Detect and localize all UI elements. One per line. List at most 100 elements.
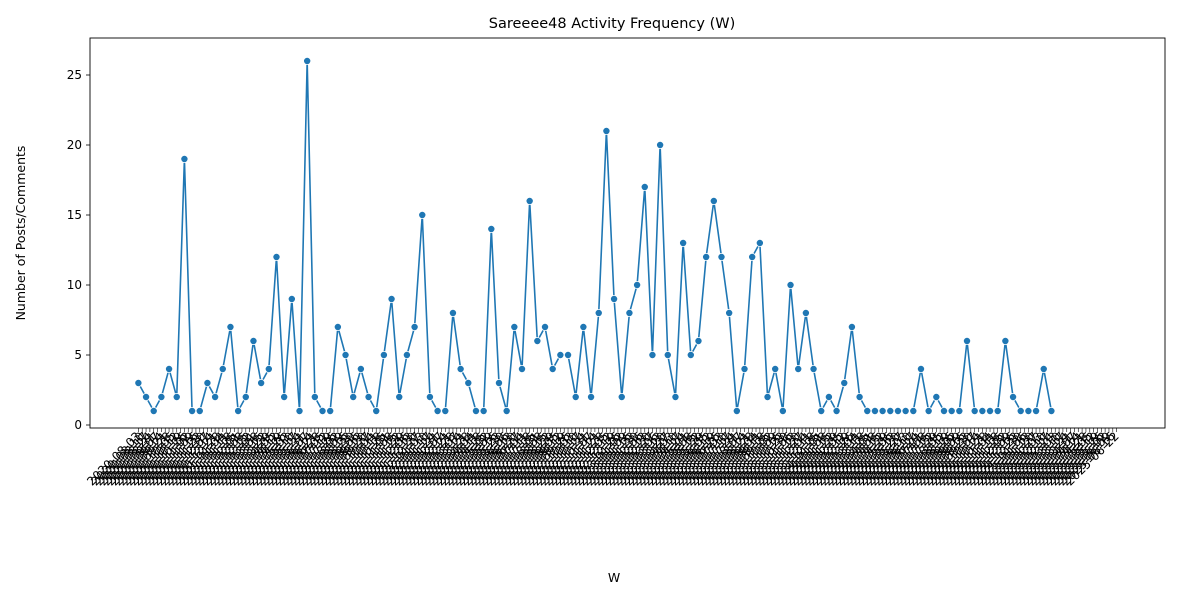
data-point [602, 127, 611, 136]
data-point [870, 406, 879, 415]
data-point [963, 336, 972, 345]
data-point [939, 406, 948, 415]
data-point [418, 210, 427, 219]
data-point [356, 364, 365, 373]
data-point [817, 406, 826, 415]
data-point [893, 406, 902, 415]
data-point [188, 406, 197, 415]
x-axis: 2020-08-032020-08-102020-08-172020-08-24… [84, 428, 1122, 488]
data-point [310, 392, 319, 401]
data-point [425, 392, 434, 401]
data-point [249, 336, 258, 345]
data-point [303, 57, 312, 66]
data-point [349, 392, 358, 401]
data-point [909, 406, 918, 415]
data-point [134, 378, 143, 387]
data-point [824, 392, 833, 401]
data-point [464, 378, 473, 387]
data-point [195, 406, 204, 415]
data-point [157, 392, 166, 401]
data-point [556, 350, 565, 359]
data-point [755, 238, 764, 247]
data-point [264, 364, 273, 373]
data-point [617, 392, 626, 401]
data-point [502, 406, 511, 415]
data-point [571, 392, 580, 401]
data-point [487, 224, 496, 233]
data-point [379, 350, 388, 359]
y-tick-label: 0 [74, 418, 82, 432]
data-point [916, 364, 925, 373]
data-point [924, 406, 933, 415]
x-axis-label: W [608, 570, 620, 585]
data-point [732, 406, 741, 415]
plot-frame [89, 37, 1166, 429]
data-point [341, 350, 350, 359]
data-point [594, 308, 603, 317]
data-point [326, 406, 335, 415]
data-point [832, 406, 841, 415]
data-point [510, 322, 519, 331]
data-point [648, 350, 657, 359]
data-point [180, 154, 189, 163]
data-point [241, 392, 250, 401]
data-point [433, 406, 442, 415]
data-point [1024, 406, 1033, 415]
data-point [410, 322, 419, 331]
data-point [1047, 406, 1056, 415]
data-point [725, 308, 734, 317]
data-point [564, 350, 573, 359]
y-tick-label: 15 [67, 208, 82, 222]
data-point [709, 196, 718, 205]
data-point [333, 322, 342, 331]
data-point [149, 406, 158, 415]
data-point [479, 406, 488, 415]
data-point [663, 350, 672, 359]
series-markers [134, 57, 1056, 415]
y-axis-label: Number of Posts/Comments [13, 146, 28, 321]
data-point [172, 392, 181, 401]
data-point [579, 322, 588, 331]
data-point [878, 406, 887, 415]
data-point [387, 294, 396, 303]
data-point [494, 378, 503, 387]
data-point [395, 392, 404, 401]
data-point [679, 238, 688, 247]
data-point [448, 308, 457, 317]
data-point [471, 406, 480, 415]
data-point [456, 364, 465, 373]
data-point [886, 406, 895, 415]
y-axis: 0 5 10 15 20 25 [67, 68, 90, 432]
data-point [633, 280, 642, 289]
data-point [640, 182, 649, 191]
data-point [702, 252, 711, 261]
data-point [1039, 364, 1048, 373]
data-point [541, 322, 550, 331]
data-point [257, 378, 266, 387]
data-point [272, 252, 281, 261]
data-point [1016, 406, 1025, 415]
data-point [794, 364, 803, 373]
data-point [786, 280, 795, 289]
data-point [970, 406, 979, 415]
data-point [211, 392, 220, 401]
data-point [318, 406, 327, 415]
y-tick-label: 5 [74, 348, 82, 362]
data-point [226, 322, 235, 331]
data-point [364, 392, 373, 401]
data-point [441, 406, 450, 415]
data-point [587, 392, 596, 401]
data-point [280, 392, 289, 401]
data-point [947, 406, 956, 415]
data-point [986, 406, 995, 415]
chart-title: Sareeee48 Activity Frequency (W) [489, 16, 735, 32]
data-point [671, 392, 680, 401]
data-point [847, 322, 856, 331]
y-tick-label: 10 [67, 278, 82, 292]
data-point [717, 252, 726, 261]
data-point [203, 378, 212, 387]
data-point [686, 350, 695, 359]
data-point [694, 336, 703, 345]
data-point [855, 392, 864, 401]
